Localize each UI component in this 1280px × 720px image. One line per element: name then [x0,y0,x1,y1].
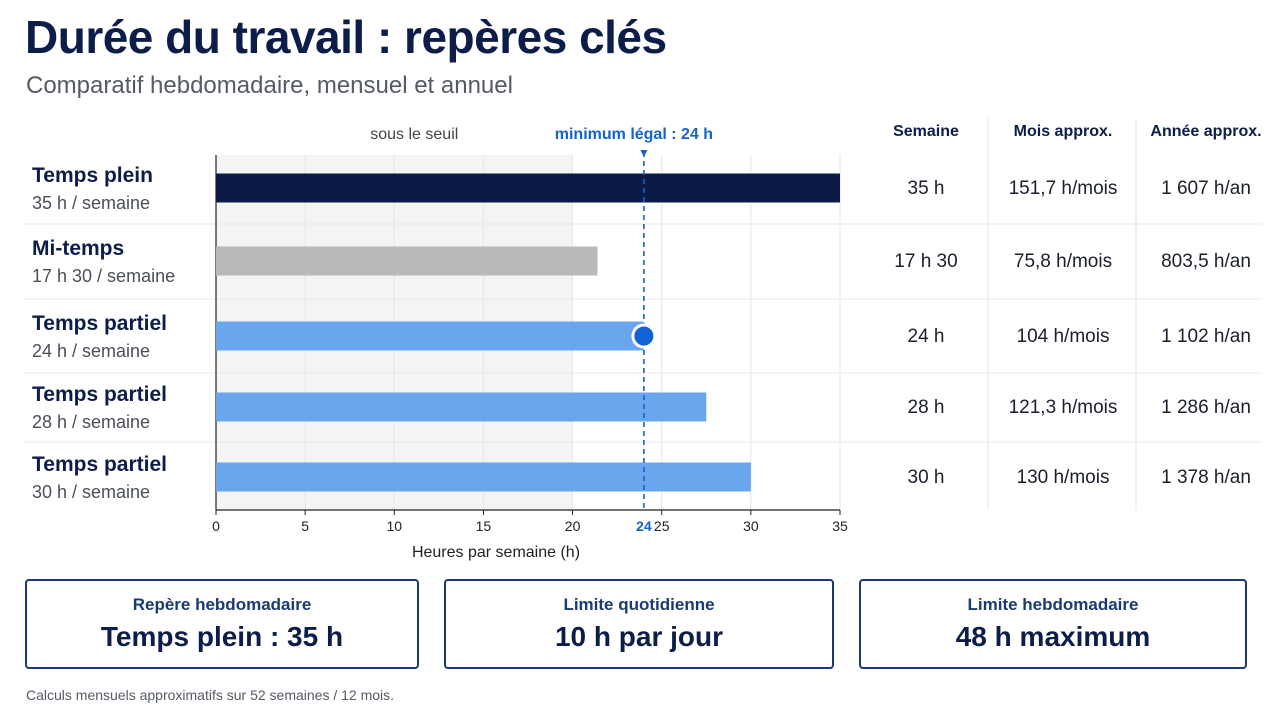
table-cell: 24 h [908,326,945,347]
x-tick-label: 35 [832,518,848,534]
table-cell: 30 h [908,467,945,488]
threshold-marker [631,323,657,349]
card-weekly-limit: Limite hebdomadaire 48 h maximum [859,579,1247,669]
table-header: Année approx. [1150,123,1261,140]
bar [216,246,598,276]
row-label-sub: 17 h 30 / semaine [32,266,175,286]
card-value: 48 h maximum [955,621,1151,652]
x-tick-label: 0 [212,518,220,534]
footnote: Calculs mensuels approximatifs sur 52 se… [26,687,395,703]
card-label: Limite hebdomadaire [967,595,1139,614]
table-cell: 130 h/mois [1017,467,1110,488]
row-label-title: Temps partiel [32,312,167,335]
bar [216,173,840,203]
x-tick-label: 5 [301,518,309,534]
table-cell: 121,3 h/mois [1009,397,1118,418]
table-cell: 1 607 h/an [1161,178,1251,199]
table-cell: 1 286 h/an [1161,397,1251,418]
row-label-title: Temps partiel [32,383,167,406]
card-weekly-benchmark: Repère hebdomadaire Temps plein : 35 h [25,579,419,669]
reference-arrow [640,150,648,157]
row-label-sub: 24 h / semaine [32,341,150,361]
table-cell: 1 378 h/an [1161,467,1251,488]
row-label-title: Temps partiel [32,453,167,476]
page-subtitle: Comparatif hebdomadaire, mensuel et annu… [26,72,513,99]
x-tick-label: 20 [565,518,581,534]
x-tick-label: 30 [743,518,759,534]
row-label-title: Mi-temps [32,237,124,260]
table-cell: 104 h/mois [1017,326,1110,347]
card-label: Limite quotidienne [563,595,715,614]
table-header: Mois approx. [1014,123,1113,140]
x-tick-label-reference: 24 [636,518,652,534]
table-cell: 28 h [908,397,945,418]
table-cell: 35 h [908,178,945,199]
card-value: Temps plein : 35 h [100,621,344,652]
x-tick-label: 15 [476,518,492,534]
row-label-sub: 35 h / semaine [32,193,150,213]
reference-label: minimum légal : 24 h [555,126,713,143]
table-cell: 151,7 h/mois [1009,178,1118,199]
table-header: Semaine [893,123,959,140]
table-cell: 1 102 h/an [1161,326,1251,347]
x-tick-label: 10 [386,518,402,534]
x-axis-title: Heures par semaine (h) [412,544,580,561]
work-hours-chart: sous le seuil 0 5 10 15 20 25 30 35 24 Heures par … [24,118,1262,561]
card-value: 10 h par jour [554,621,724,652]
page-title: Durée du travail : repères clés [25,11,667,63]
shaded-zone-label: sous le seuil [370,126,458,143]
row-label-sub: 30 h / semaine [32,482,150,502]
table-cell: 803,5 h/an [1161,251,1251,272]
bar [216,392,707,422]
bar [216,321,644,351]
table-cell: 75,8 h/mois [1014,251,1112,272]
card-label: Repère hebdomadaire [132,595,312,614]
table-cell: 17 h 30 [894,251,957,272]
card-daily-limit: Limite quotidienne 10 h par jour [444,579,834,669]
bar [216,462,751,492]
row-label-title: Temps plein [32,164,153,187]
row-label-sub: 28 h / semaine [32,412,150,432]
x-tick-label: 25 [654,518,670,534]
